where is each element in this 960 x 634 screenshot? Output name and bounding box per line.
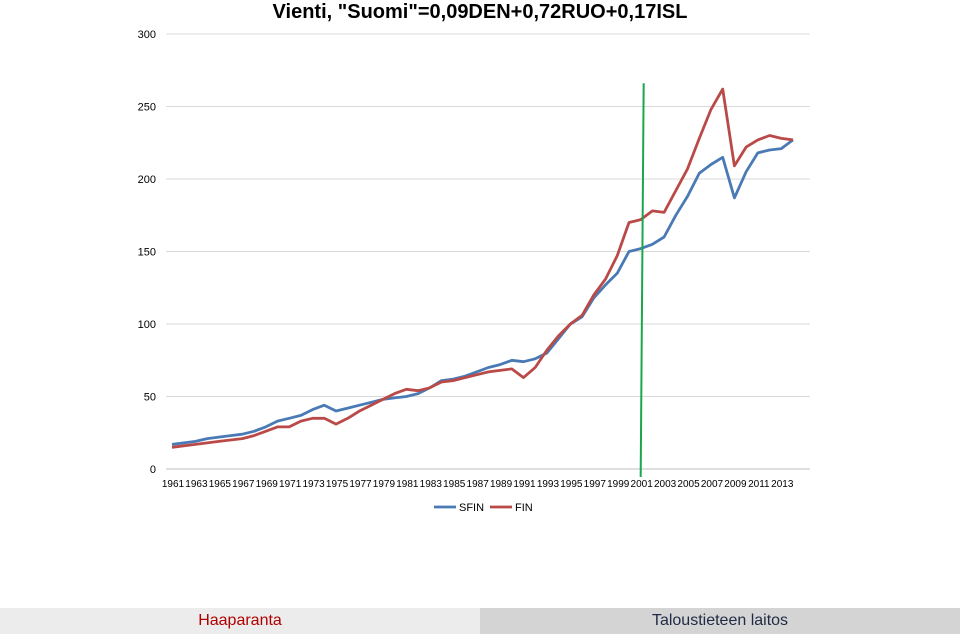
x-tick-label: 1979 xyxy=(373,479,396,490)
x-tick-label: 1985 xyxy=(443,479,466,490)
legend-label-fin: FIN xyxy=(515,502,533,514)
footer-bar: Haaparanta Taloustieteen laitos xyxy=(0,608,960,634)
x-tick-label: 2005 xyxy=(677,479,700,490)
footer-author: Haaparanta xyxy=(0,608,480,634)
y-tick-label: 0 xyxy=(150,464,156,476)
y-tick-label: 300 xyxy=(138,29,156,41)
x-tick-label: 2013 xyxy=(771,479,794,490)
x-tick-label: 1967 xyxy=(232,479,255,490)
chart-title: Vienti, "Suomi"=0,09DEN+0,72RUO+0,17ISL xyxy=(273,1,688,23)
x-tick-label: 2003 xyxy=(654,479,677,490)
x-tick-label: 1987 xyxy=(467,479,490,490)
x-tick-label: 1993 xyxy=(537,479,560,490)
x-tick-label: 2001 xyxy=(631,479,654,490)
y-tick-label: 100 xyxy=(138,319,156,331)
x-tick-label: 1983 xyxy=(420,479,443,490)
x-tick-label: 2011 xyxy=(748,479,770,490)
y-tick-label: 150 xyxy=(138,247,156,259)
x-tick-label: 1973 xyxy=(302,479,325,490)
x-tick-label: 1981 xyxy=(396,479,419,490)
legend: SFIN FIN xyxy=(434,502,533,514)
y-tick-label: 250 xyxy=(138,102,156,114)
x-tick-label: 1965 xyxy=(209,479,232,490)
x-axis-ticks: 1961 1963 1965 1967 1969 1971 1973 1975 1977 1979… xyxy=(162,479,794,490)
annotation-vertical-line xyxy=(639,83,645,478)
x-tick-label: 1995 xyxy=(560,479,583,490)
series-line-sfin xyxy=(171,138,794,446)
x-tick-label: 1975 xyxy=(326,479,349,490)
legend-label-sfin: SFIN xyxy=(459,502,484,514)
annotation-layer xyxy=(639,83,645,478)
series-lines xyxy=(171,87,794,449)
x-tick-label: 1971 xyxy=(279,479,302,490)
x-tick-label: 1997 xyxy=(584,479,607,490)
x-tick-label: 1977 xyxy=(349,479,372,490)
x-tick-label: 1991 xyxy=(513,479,536,490)
footer-department: Taloustieteen laitos xyxy=(480,608,960,634)
series-line-fin xyxy=(171,87,794,449)
x-tick-label: 1969 xyxy=(256,479,279,490)
x-tick-label: 1961 xyxy=(162,479,185,490)
y-axis-ticks: 0 50 100 150 200 250 300 xyxy=(138,29,156,476)
x-tick-label: 1999 xyxy=(607,479,630,490)
x-tick-label: 1963 xyxy=(185,479,208,490)
x-tick-label: 2007 xyxy=(701,479,724,490)
x-tick-label: 1989 xyxy=(490,479,513,490)
y-tick-label: 200 xyxy=(138,174,156,186)
x-tick-label: 2009 xyxy=(724,479,747,490)
y-tick-label: 50 xyxy=(144,392,156,404)
gridlines xyxy=(166,33,810,470)
